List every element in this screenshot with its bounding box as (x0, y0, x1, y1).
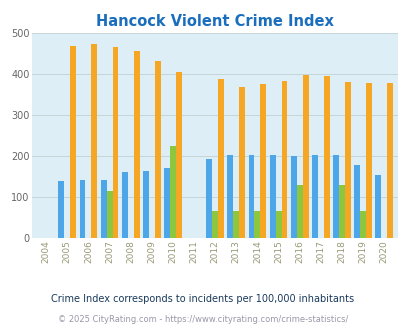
Bar (248, 155, 254, 238)
Bar (353, 165, 359, 238)
Bar (100, 180, 107, 238)
Bar (154, 61, 160, 238)
Bar (332, 155, 338, 238)
Bar (79, 180, 85, 238)
Bar (70, 46, 76, 238)
Bar (164, 168, 170, 238)
Bar (239, 87, 245, 238)
Bar (365, 82, 371, 238)
Title: Hancock Violent Crime Index: Hancock Violent Crime Index (96, 14, 333, 29)
Bar (290, 156, 296, 238)
Bar (386, 82, 392, 238)
Bar (122, 172, 128, 238)
Bar (143, 171, 149, 238)
Bar (359, 211, 365, 238)
Bar (296, 185, 302, 238)
Bar (112, 47, 118, 238)
Bar (217, 79, 224, 238)
Text: Crime Index corresponds to incidents per 100,000 inhabitants: Crime Index corresponds to incidents per… (51, 294, 354, 304)
Bar (260, 84, 266, 238)
Bar (227, 154, 233, 238)
Bar (302, 75, 308, 238)
Bar (91, 44, 97, 238)
Bar (212, 211, 217, 238)
Bar (374, 176, 380, 238)
Bar (107, 191, 112, 238)
Bar (170, 146, 175, 238)
Text: © 2025 CityRating.com - https://www.cityrating.com/crime-statistics/: © 2025 CityRating.com - https://www.city… (58, 314, 347, 324)
Bar (233, 211, 239, 238)
Bar (338, 185, 344, 238)
Bar (133, 51, 139, 238)
Bar (323, 76, 329, 238)
Bar (275, 211, 281, 238)
Bar (311, 155, 317, 238)
Bar (344, 82, 350, 238)
Bar (206, 159, 212, 238)
Bar (269, 154, 275, 238)
Bar (175, 72, 181, 238)
Bar (254, 211, 260, 238)
Bar (58, 181, 64, 238)
Bar (281, 81, 287, 238)
